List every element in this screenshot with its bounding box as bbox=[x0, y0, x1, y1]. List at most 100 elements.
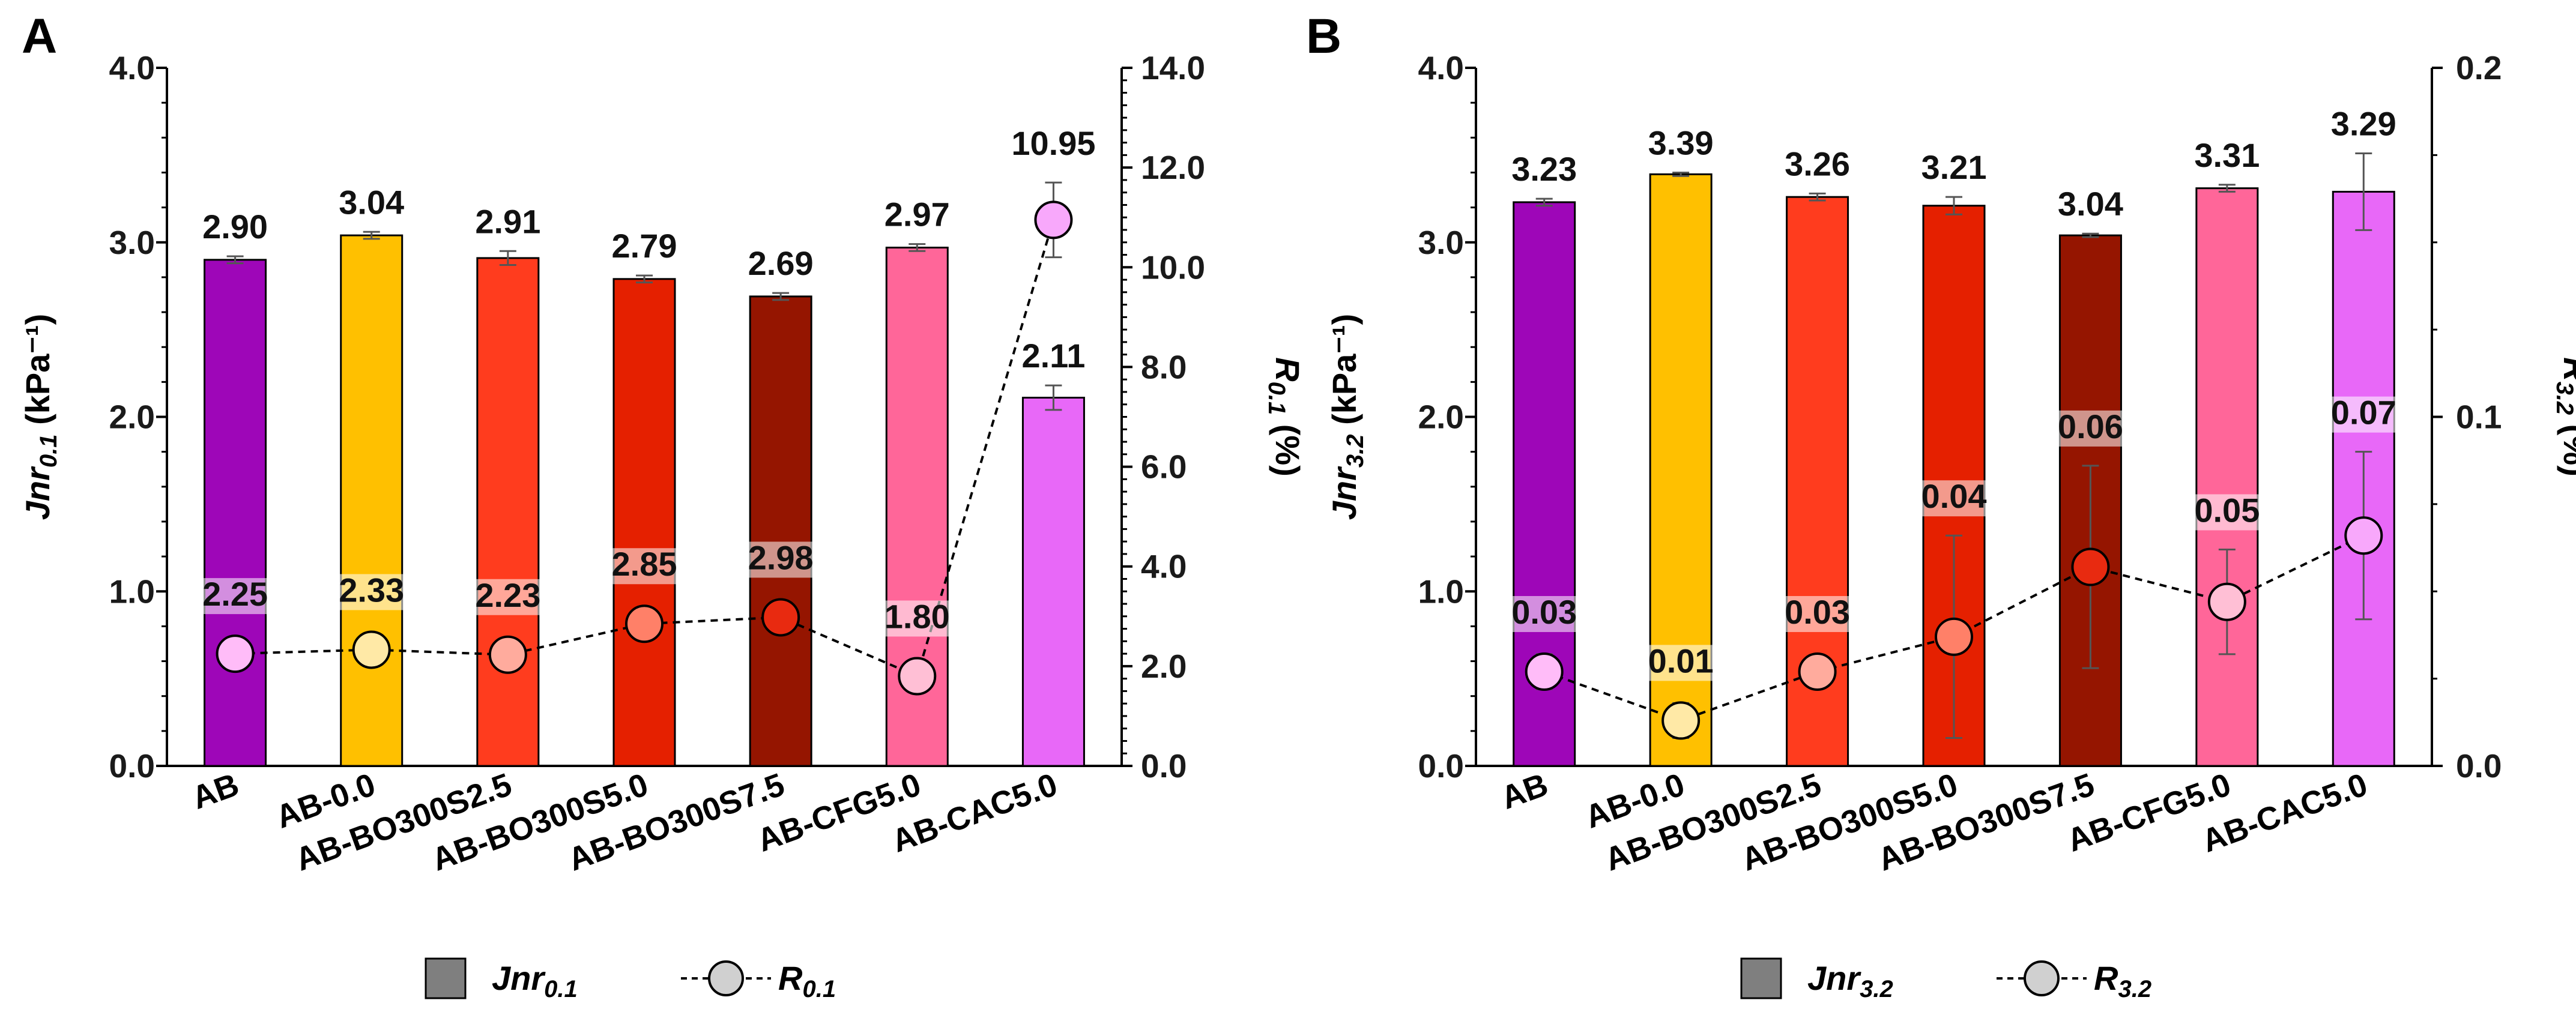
r-point bbox=[625, 604, 664, 643]
bar-value-label: 3.31 bbox=[2194, 136, 2260, 174]
r-point bbox=[1034, 200, 1073, 239]
y2-tick-label: 0.2 bbox=[2456, 49, 2502, 86]
bar-value-label: 2.91 bbox=[475, 202, 540, 240]
r-point bbox=[352, 630, 391, 669]
legend-bar-swatch bbox=[425, 957, 467, 999]
point-label-bg bbox=[465, 579, 550, 615]
y-tick-label: 4.0 bbox=[109, 49, 155, 86]
point-value-label: 2.23 bbox=[475, 576, 540, 614]
legend-bar-label: Jnr3.2 bbox=[1807, 959, 1893, 1002]
point-value-label: 2.98 bbox=[748, 538, 814, 576]
point-value-label: 0.03 bbox=[1785, 593, 1850, 631]
y-axis-title: Jnr3.2 (kPa⁻¹) bbox=[1325, 314, 1368, 520]
y-tick-label: 2.0 bbox=[109, 399, 155, 436]
r-point bbox=[1525, 652, 1564, 691]
bar bbox=[340, 234, 404, 767]
point-label-bg bbox=[1639, 645, 1723, 681]
bar-value-label: 3.39 bbox=[1648, 124, 1714, 161]
r-point bbox=[1661, 701, 1701, 740]
category-label: AB bbox=[187, 767, 244, 816]
panel-a: A 0.0 1.0 2.0 3.0 4.0 0.0 2.0 4.0 6.0 8.0 10.0 12.0 1… bbox=[22, 9, 1205, 1002]
panel-b: B 0.0 1.0 2.0 3.0 4.0 0.0 0.1 0.2 3.23 3.39 3.26 3.2… bbox=[1306, 9, 2502, 1002]
point-value-label: 0.01 bbox=[1648, 642, 1714, 679]
point-label-bg bbox=[2048, 410, 2133, 447]
point-value-label: 0.06 bbox=[2058, 408, 2123, 445]
point-label-bg bbox=[2321, 396, 2406, 433]
point-value-label: 2.33 bbox=[339, 571, 404, 609]
point-label-bg bbox=[875, 600, 960, 637]
panel-letter: A bbox=[22, 9, 57, 64]
bar-value-label: 2.79 bbox=[612, 227, 677, 265]
point-label-bg bbox=[1002, 127, 1105, 164]
bar-value-label: 3.26 bbox=[1785, 145, 1850, 182]
point-label-bg bbox=[602, 548, 686, 585]
point-value-label: 2.85 bbox=[612, 545, 677, 583]
y-tick-label: 4.0 bbox=[1418, 49, 1464, 86]
bar-value-label: 2.90 bbox=[202, 208, 268, 245]
y2-tick-label: 0.0 bbox=[2456, 747, 2502, 785]
bar bbox=[1021, 397, 1085, 767]
legend-line-label: R0.1 bbox=[778, 959, 836, 1002]
point-value-label: 10.95 bbox=[1011, 124, 1095, 162]
y2-tick-label: 14.0 bbox=[1141, 49, 1205, 86]
bar bbox=[476, 257, 540, 767]
bar bbox=[204, 259, 267, 767]
point-value-label: 0.05 bbox=[2194, 491, 2260, 529]
bar-value-label: 3.23 bbox=[1511, 150, 1577, 188]
r-point bbox=[761, 598, 800, 637]
panel-letter: B bbox=[1306, 9, 1341, 64]
y2-tick-label: 0.1 bbox=[2456, 399, 2502, 436]
point-label-bg bbox=[1502, 595, 1586, 632]
r-point bbox=[2344, 516, 2383, 555]
r-point bbox=[2071, 547, 2110, 586]
y-tick-label: 0.0 bbox=[109, 747, 155, 785]
y-tick-label: 3.0 bbox=[109, 224, 155, 261]
y-tick-label: 0.0 bbox=[1418, 747, 1464, 785]
point-label-bg bbox=[2184, 494, 2269, 531]
point-label-bg bbox=[1775, 595, 1860, 632]
bar-value-label: 3.04 bbox=[2058, 185, 2123, 223]
r-point bbox=[1798, 652, 1837, 691]
bar-value-label: 2.97 bbox=[884, 196, 950, 233]
bar-value-label: 3.21 bbox=[1921, 148, 1987, 186]
y2-tick-label: 6.0 bbox=[1141, 448, 1187, 486]
y2-axis-title: R3.2 (%) bbox=[2551, 357, 2576, 477]
point-value-label: 0.03 bbox=[1511, 593, 1577, 631]
category-label: AB bbox=[1496, 767, 1553, 816]
legend-bar-swatch bbox=[1740, 957, 1782, 999]
point-label-bg bbox=[193, 578, 277, 615]
legend-line-label: R3.2 bbox=[2094, 959, 2151, 1002]
bar bbox=[612, 278, 676, 767]
point-value-label: 0.07 bbox=[2331, 394, 2396, 432]
y2-tick-label: 10.0 bbox=[1141, 248, 1205, 286]
y2-tick-label: 12.0 bbox=[1141, 149, 1205, 186]
point-label-bg bbox=[1912, 480, 1996, 517]
bar-value-label: 2.69 bbox=[748, 244, 814, 282]
bar-value-label: 3.29 bbox=[2331, 104, 2396, 142]
r-point bbox=[898, 657, 937, 696]
bar bbox=[749, 295, 812, 767]
y-tick-label: 1.0 bbox=[1418, 573, 1464, 610]
bar-value-label: 3.04 bbox=[339, 183, 404, 221]
bar bbox=[2195, 187, 2259, 767]
r-point bbox=[488, 635, 527, 674]
legend-point-sample bbox=[708, 960, 744, 996]
y2-tick-label: 0.0 bbox=[1141, 747, 1187, 785]
y-tick-label: 1.0 bbox=[109, 573, 155, 610]
y2-tick-label: 8.0 bbox=[1141, 348, 1187, 385]
point-label-bg bbox=[329, 574, 414, 610]
r-point bbox=[1935, 617, 1973, 656]
point-value-label: 2.25 bbox=[202, 575, 268, 613]
y-axis-title: Jnr0.1 (kPa⁻¹) bbox=[19, 314, 62, 520]
y2-tick-label: 4.0 bbox=[1141, 548, 1187, 585]
y2-tick-label: 2.0 bbox=[1141, 648, 1187, 685]
y-tick-label: 2.0 bbox=[1418, 399, 1464, 436]
r-point bbox=[2207, 582, 2246, 621]
point-value-label: 0.04 bbox=[1921, 477, 1987, 515]
y-tick-label: 3.0 bbox=[1418, 224, 1464, 261]
r-point bbox=[216, 634, 255, 673]
legend-bar-label: Jnr0.1 bbox=[492, 959, 578, 1002]
legend-point-sample bbox=[2024, 960, 2060, 996]
